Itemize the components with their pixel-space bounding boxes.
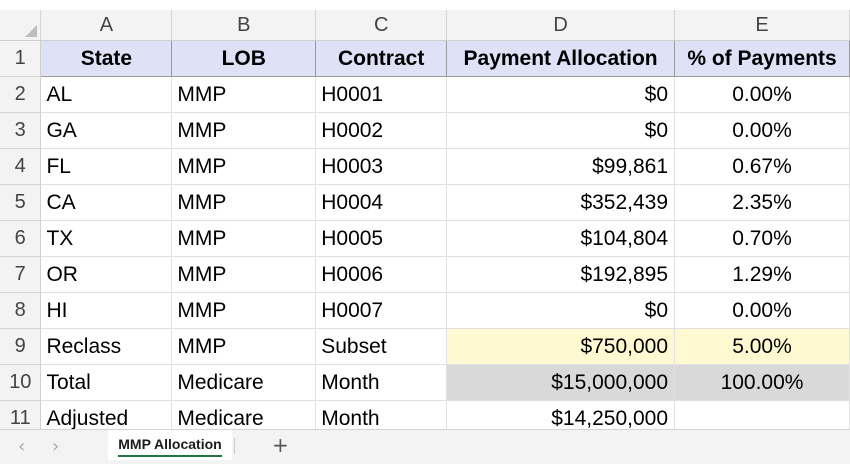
add-sheet-plus-icon[interactable]: + <box>272 433 289 457</box>
table-row: 3 GA MMP H0002 $0 0.00% <box>0 112 850 149</box>
cell-contract[interactable]: H0001 <box>315 76 448 113</box>
column-header-c[interactable]: C <box>315 10 448 41</box>
table-row: 6 TX MMP H0005 $104,804 0.70% <box>0 220 850 257</box>
header-cell-lob[interactable]: LOB <box>171 40 317 77</box>
cell-payment-allocation[interactable]: $15,000,000 <box>446 364 676 401</box>
column-header-b[interactable]: B <box>171 10 317 41</box>
cell-state[interactable]: CA <box>40 184 173 221</box>
cell-payment-allocation[interactable]: $192,895 <box>446 256 676 293</box>
header-cell-payment-allocation[interactable]: Payment Allocation <box>446 40 676 77</box>
cell-payment-allocation[interactable]: $104,804 <box>446 220 676 257</box>
row-header[interactable]: 4 <box>0 148 42 185</box>
header-cell-state[interactable]: State <box>40 40 173 77</box>
sheet-tab-label: MMP Allocation <box>118 436 222 452</box>
cell-payment-allocation[interactable]: $99,861 <box>446 148 676 185</box>
cell-payment-allocation[interactable]: $0 <box>446 292 676 329</box>
cell-pct-of-payments[interactable]: 5.00% <box>674 328 850 365</box>
cell-payment-allocation[interactable]: $0 <box>446 76 676 113</box>
top-strip <box>0 0 850 10</box>
row-header[interactable]: 6 <box>0 220 42 257</box>
column-header-row: A B C D E <box>0 10 850 41</box>
table-row: 7 OR MMP H0006 $192,895 1.29% <box>0 256 850 293</box>
row-header[interactable]: 2 <box>0 76 42 113</box>
cell-pct-of-payments[interactable]: 0.00% <box>674 112 850 149</box>
cell-lob[interactable]: MMP <box>171 184 317 221</box>
cell-lob[interactable]: Medicare <box>171 364 317 401</box>
cell-contract[interactable]: Subset <box>315 328 448 365</box>
cell-contract[interactable]: H0003 <box>315 148 448 185</box>
cell-lob[interactable]: MMP <box>171 112 317 149</box>
select-all-triangle-icon <box>25 25 38 37</box>
cell-state[interactable]: GA <box>40 112 173 149</box>
cell-contract[interactable]: H0006 <box>315 256 448 293</box>
row-header[interactable]: 5 <box>0 184 42 221</box>
cell-pct-of-payments[interactable]: 1.29% <box>674 256 850 293</box>
sheet-tab-mmp-allocation[interactable]: MMP Allocation <box>108 430 232 460</box>
row-header[interactable]: 1 <box>0 40 42 77</box>
cell-lob[interactable]: MMP <box>171 328 317 365</box>
cell-payment-allocation[interactable]: $352,439 <box>446 184 676 221</box>
header-cell-pct-of-payments[interactable]: % of Payments <box>674 40 850 77</box>
cell-state[interactable]: FL <box>40 148 173 185</box>
row-header[interactable]: 7 <box>0 256 42 293</box>
cell-state[interactable]: OR <box>40 256 173 293</box>
select-all-corner[interactable] <box>0 10 42 41</box>
row-header[interactable]: 8 <box>0 292 42 329</box>
prev-sheet-chevron-icon[interactable]: ‹ <box>18 436 26 457</box>
table-header-row: 1 State LOB Contract Payment Allocation … <box>0 40 850 77</box>
cell-contract[interactable]: Month <box>315 364 448 401</box>
table-row: 8 HI MMP H0007 $0 0.00% <box>0 292 850 329</box>
cell-contract[interactable]: H0007 <box>315 292 448 329</box>
cell-state[interactable]: Reclass <box>40 328 173 365</box>
cell-pct-of-payments[interactable]: 2.35% <box>674 184 850 221</box>
active-tab-underline <box>118 455 222 457</box>
row-header[interactable]: 10 <box>0 364 42 401</box>
row-header[interactable]: 3 <box>0 112 42 149</box>
table-row: 5 CA MMP H0004 $352,439 2.35% <box>0 184 850 221</box>
cell-state[interactable]: TX <box>40 220 173 257</box>
cell-lob[interactable]: MMP <box>171 76 317 113</box>
sheet-tab-bar: ‹ › MMP Allocation + <box>0 429 850 464</box>
cell-pct-of-payments[interactable]: 0.67% <box>674 148 850 185</box>
cell-lob[interactable]: MMP <box>171 148 317 185</box>
cell-pct-of-payments[interactable]: 100.00% <box>674 364 850 401</box>
cell-state[interactable]: HI <box>40 292 173 329</box>
cell-state[interactable]: AL <box>40 76 173 113</box>
column-header-d[interactable]: D <box>446 10 676 41</box>
cell-lob[interactable]: MMP <box>171 256 317 293</box>
cell-contract[interactable]: H0005 <box>315 220 448 257</box>
cell-payment-allocation[interactable]: $750,000 <box>446 328 676 365</box>
cell-pct-of-payments[interactable]: 0.00% <box>674 292 850 329</box>
next-sheet-chevron-icon[interactable]: › <box>52 436 60 457</box>
cell-lob[interactable]: MMP <box>171 220 317 257</box>
cell-contract[interactable]: H0004 <box>315 184 448 221</box>
cell-payment-allocation[interactable]: $0 <box>446 112 676 149</box>
cell-lob[interactable]: MMP <box>171 292 317 329</box>
column-header-a[interactable]: A <box>40 10 173 41</box>
table-row: 10 Total Medicare Month $15,000,000 100.… <box>0 364 850 401</box>
cell-state[interactable]: Total <box>40 364 173 401</box>
table-row: 2 AL MMP H0001 $0 0.00% <box>0 76 850 113</box>
cell-contract[interactable]: H0002 <box>315 112 448 149</box>
cell-pct-of-payments[interactable]: 0.00% <box>674 76 850 113</box>
header-cell-contract[interactable]: Contract <box>315 40 448 77</box>
table-row: 11 Adjusted Medicare Month $14,250,000 <box>0 400 850 437</box>
column-header-e[interactable]: E <box>674 10 850 41</box>
tab-separator <box>234 438 235 454</box>
table-row: 9 Reclass MMP Subset $750,000 5.00% <box>0 328 850 365</box>
cell-pct-of-payments[interactable]: 0.70% <box>674 220 850 257</box>
row-header[interactable]: 9 <box>0 328 42 365</box>
table-row: 4 FL MMP H0003 $99,861 0.67% <box>0 148 850 185</box>
spreadsheet-grid: A B C D E 1 State LOB Contract Payment A… <box>0 10 850 437</box>
